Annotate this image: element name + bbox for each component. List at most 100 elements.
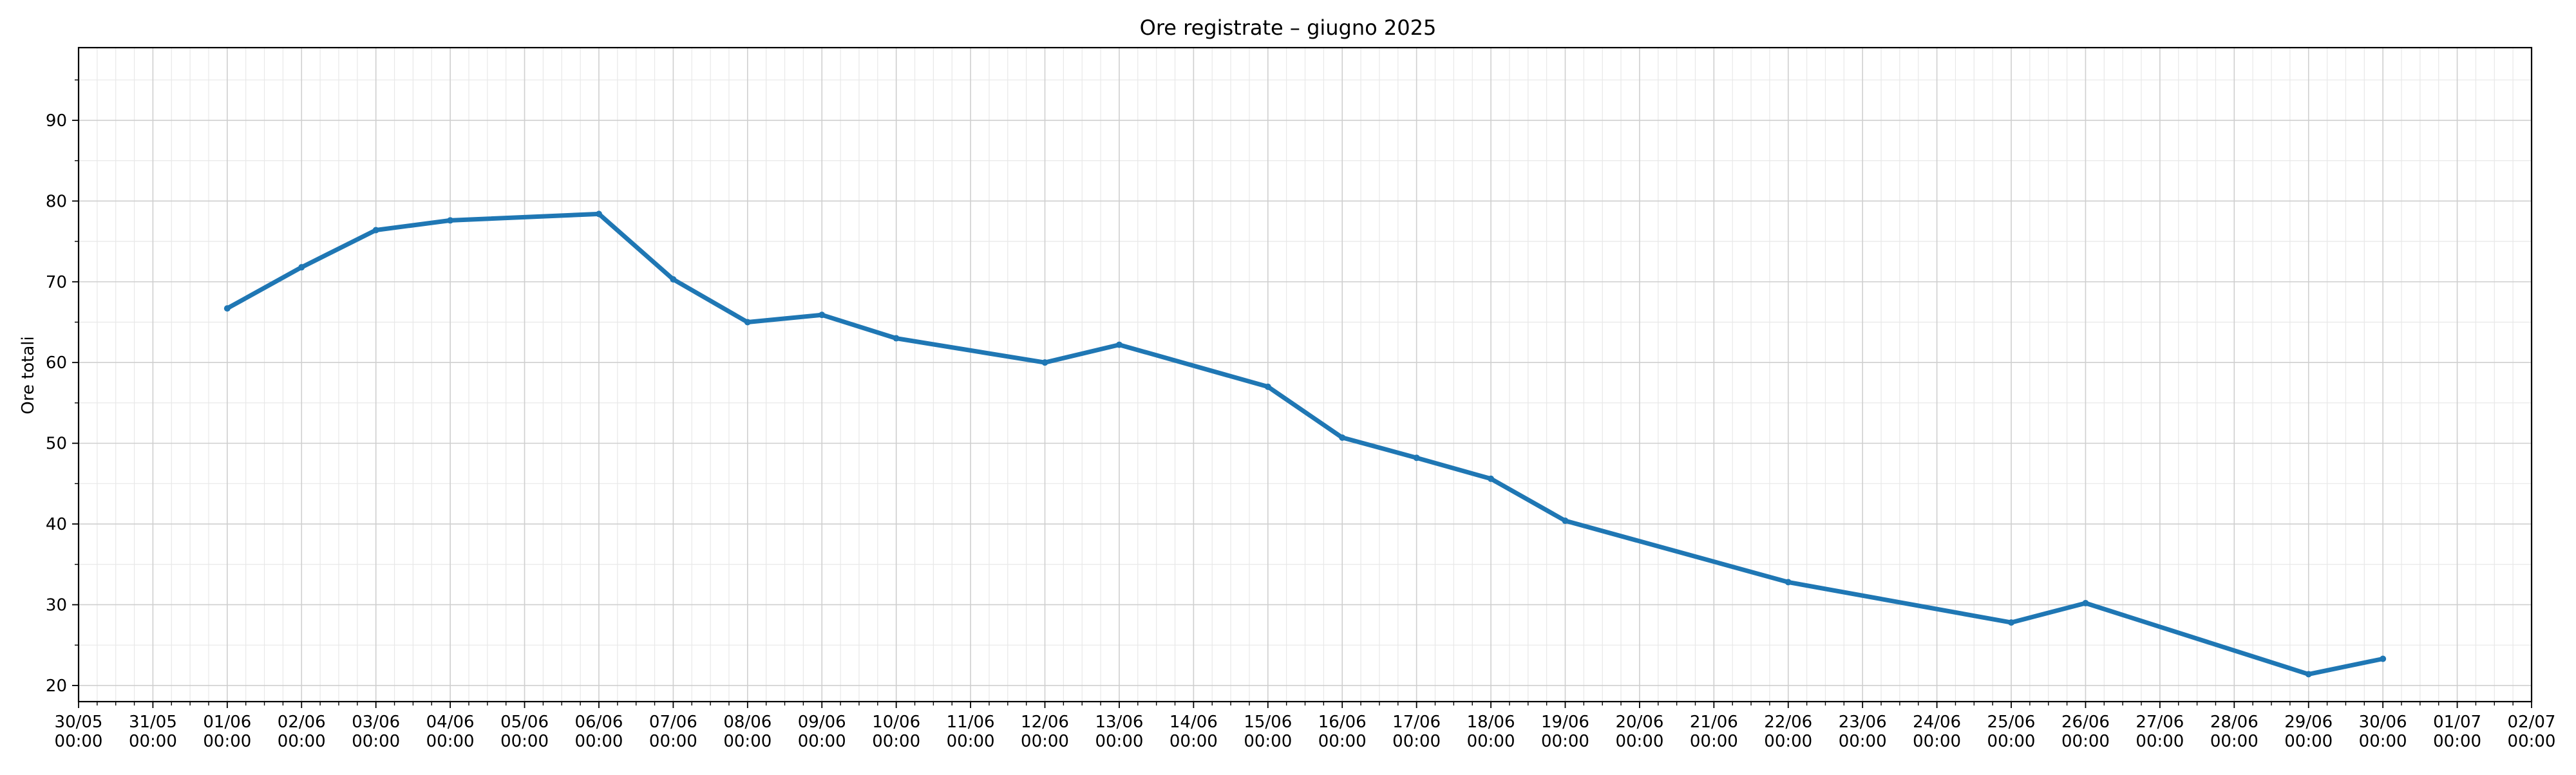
data-point (372, 227, 379, 234)
x-tick-label-time: 00:00 (1392, 732, 1441, 751)
x-tick-label-time: 00:00 (1244, 732, 1292, 751)
x-tick-label-time: 00:00 (1913, 732, 1961, 751)
x-tick-label-date: 06/06 (575, 713, 623, 732)
x-tick-label-time: 00:00 (723, 732, 772, 751)
series-layer (223, 210, 2387, 678)
data-point (744, 319, 751, 326)
x-tick-label-time: 00:00 (2284, 732, 2333, 751)
x-axis: 30/0500:0031/0500:0001/0600:0002/0600:00… (55, 702, 2556, 751)
x-tick-label-date: 09/06 (798, 713, 846, 732)
y-tick-label: 30 (46, 595, 67, 615)
x-tick-label-time: 00:00 (203, 732, 251, 751)
x-tick-label-time: 00:00 (2061, 732, 2110, 751)
data-point (2008, 619, 2015, 626)
x-tick-label-date: 05/06 (500, 713, 549, 732)
x-tick-label-date: 02/06 (278, 713, 326, 732)
x-tick-label-date: 13/06 (1095, 713, 1143, 732)
x-tick-label-date: 30/05 (55, 713, 103, 732)
x-tick-label-date: 17/06 (1392, 713, 1441, 732)
x-tick-label-time: 00:00 (947, 732, 995, 751)
y-axis: 20 30 40 50 60 70 80 90 (46, 79, 79, 696)
x-tick-label-date: 22/06 (1764, 713, 1812, 732)
x-tick-label-date: 20/06 (1615, 713, 1663, 732)
x-tick-label-date: 24/06 (1913, 713, 1961, 732)
x-tick-label-date: 23/06 (1839, 713, 1887, 732)
x-tick-label-time: 00:00 (1690, 732, 1738, 751)
x-tick-label-date: 16/06 (1318, 713, 1367, 732)
x-tick-label-time: 00:00 (1021, 732, 1069, 751)
y-axis-label: Ore totali (19, 336, 38, 415)
x-tick-label-time: 00:00 (649, 732, 697, 751)
y-tick-label: 70 (46, 273, 67, 292)
x-tick-label-date: 28/06 (2210, 713, 2259, 732)
data-point (1785, 579, 1792, 586)
x-tick-label-date: 10/06 (872, 713, 920, 732)
y-tick-label: 90 (46, 111, 67, 131)
data-point (1562, 518, 1569, 525)
x-tick-label-time: 00:00 (278, 732, 326, 751)
data-point (1413, 454, 1420, 462)
x-tick-label-time: 00:00 (1095, 732, 1143, 751)
x-tick-label-time: 00:00 (55, 732, 103, 751)
x-tick-label-date: 29/06 (2284, 713, 2333, 732)
data-point (223, 305, 231, 312)
y-tick-label: 20 (46, 677, 67, 696)
data-point (670, 275, 677, 283)
x-tick-label-date: 26/06 (2061, 713, 2110, 732)
x-tick-label-date: 31/05 (129, 713, 177, 732)
x-tick-label-time: 00:00 (2359, 732, 2407, 751)
x-tick-label-time: 00:00 (129, 732, 177, 751)
x-tick-label-time: 00:00 (1467, 732, 1515, 751)
x-tick-label-date: 18/06 (1467, 713, 1515, 732)
x-tick-label-date: 15/06 (1244, 713, 1292, 732)
x-tick-label-time: 00:00 (500, 732, 549, 751)
x-tick-label-date: 25/06 (1987, 713, 2036, 732)
x-tick-label-time: 00:00 (1541, 732, 1589, 751)
data-point (1488, 475, 1495, 482)
x-tick-label-date: 02/07 (2508, 713, 2556, 732)
x-tick-label-date: 01/07 (2433, 713, 2481, 732)
x-tick-label-time: 00:00 (1615, 732, 1663, 751)
data-point (2082, 599, 2089, 606)
x-tick-label-time: 00:00 (2136, 732, 2184, 751)
x-tick-label-time: 00:00 (1170, 732, 1218, 751)
x-tick-label-time: 00:00 (2508, 732, 2556, 751)
chart-title: Ore registrate – giugno 2025 (1140, 15, 1437, 40)
data-point (595, 210, 602, 218)
data-point (2380, 655, 2387, 662)
x-tick-label-date: 14/06 (1170, 713, 1218, 732)
x-tick-label-time: 00:00 (575, 732, 623, 751)
data-point (1041, 359, 1048, 366)
data-point (1264, 383, 1271, 390)
data-point (1339, 434, 1346, 441)
x-tick-label-time: 00:00 (798, 732, 846, 751)
y-tick-label: 80 (46, 192, 67, 211)
x-tick-label-time: 00:00 (426, 732, 475, 751)
x-tick-label-date: 03/06 (352, 713, 400, 732)
x-tick-label-time: 00:00 (1764, 732, 1812, 751)
x-tick-label-date: 08/06 (723, 713, 772, 732)
y-tick-label: 60 (46, 353, 67, 373)
y-tick-label: 50 (46, 434, 67, 454)
x-tick-label-time: 00:00 (872, 732, 920, 751)
x-tick-label-time: 00:00 (2433, 732, 2481, 751)
x-tick-label-date: 12/06 (1021, 713, 1069, 732)
x-tick-label-date: 11/06 (947, 713, 995, 732)
y-tick-label: 40 (46, 515, 67, 534)
data-point (893, 335, 900, 342)
data-point (1115, 341, 1122, 348)
x-tick-label-time: 00:00 (2210, 732, 2259, 751)
data-point (298, 264, 305, 271)
x-tick-label-time: 00:00 (1839, 732, 1887, 751)
data-point (447, 217, 454, 224)
x-tick-label-date: 30/06 (2359, 713, 2407, 732)
x-tick-label-date: 04/06 (426, 713, 475, 732)
x-tick-label-date: 19/06 (1541, 713, 1589, 732)
x-tick-label-date: 07/06 (649, 713, 697, 732)
data-point (2305, 671, 2312, 678)
minor-grid (79, 48, 2532, 702)
data-point (819, 312, 826, 319)
x-tick-label-date: 01/06 (203, 713, 251, 732)
x-tick-label-time: 00:00 (352, 732, 400, 751)
